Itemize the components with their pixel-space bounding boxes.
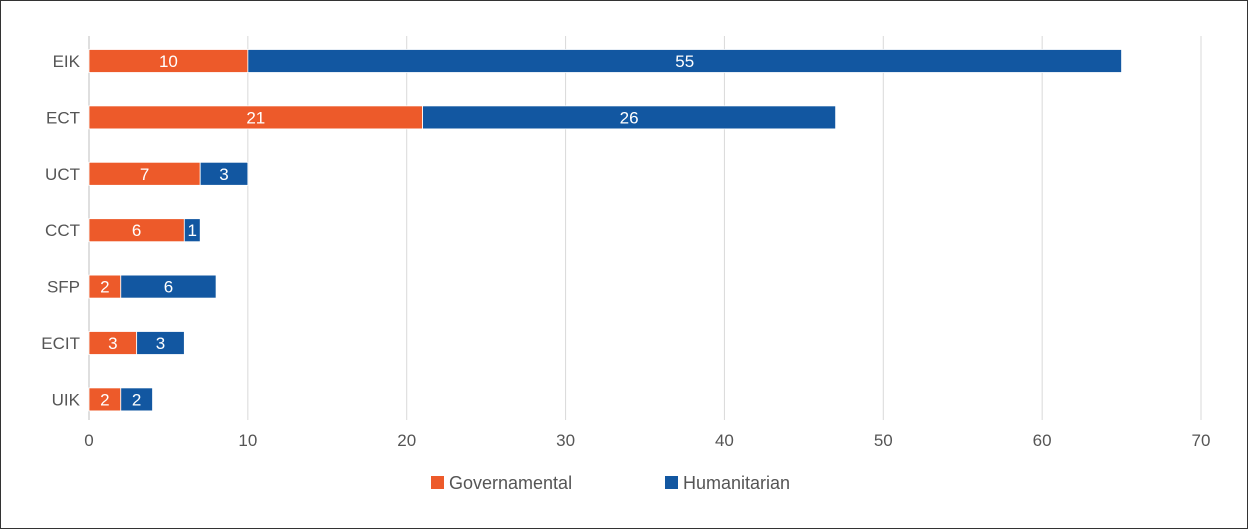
category-label: UIK [52,390,81,409]
x-tick-label: 0 [84,431,93,450]
legend-swatch [431,476,444,489]
x-tick-label: 20 [397,431,416,450]
gridlines [88,36,1202,420]
x-tick-label: 70 [1192,431,1211,450]
x-tick-label: 50 [874,431,893,450]
category-label: ECT [46,108,80,127]
bar-humanitarian [199,161,249,186]
bar-data-label: 26 [620,108,639,127]
category-label: UCT [45,165,80,184]
bars [88,49,1122,412]
bar-data-label: 1 [188,221,197,240]
bar-data-label: 3 [156,334,165,353]
category-axis-labels: EIK ECT UCT CCT SFP ECIT UIK [41,52,80,409]
bar-humanitarian [183,218,201,243]
legend-label: Governamental [449,473,572,493]
legend: Governamental Humanitarian [431,473,790,493]
bar-humanitarian [247,49,1122,73]
x-tick-label: 10 [238,431,257,450]
bar-data-label: 3 [219,165,228,184]
category-label: ECIT [41,334,80,353]
bar-data-label: 55 [675,52,694,71]
bar-data-label: 2 [100,390,109,409]
bar-data-label: 21 [246,108,265,127]
value-axis-tick-labels: 0 10 20 30 40 50 60 70 [84,431,1210,450]
category-label: EIK [53,52,81,71]
legend-swatch [665,476,678,489]
category-label: CCT [45,221,80,240]
x-tick-label: 40 [715,431,734,450]
x-tick-label: 30 [556,431,575,450]
legend-label: Humanitarian [683,473,790,493]
bar-data-label: 6 [164,278,173,297]
bar-data-label: 10 [159,52,178,71]
bar-data-label: 7 [140,165,149,184]
bar-humanitarian [120,274,217,299]
bar-humanitarian [120,387,153,412]
bar-data-label: 2 [100,278,109,297]
bar-humanitarian [422,105,837,130]
bar-data-label: 2 [132,390,141,409]
bar-humanitarian [136,331,185,355]
x-tick-label: 60 [1033,431,1052,450]
category-label: SFP [47,278,80,297]
bar-data-label: 3 [108,334,117,353]
bar-data-label: 6 [132,221,141,240]
